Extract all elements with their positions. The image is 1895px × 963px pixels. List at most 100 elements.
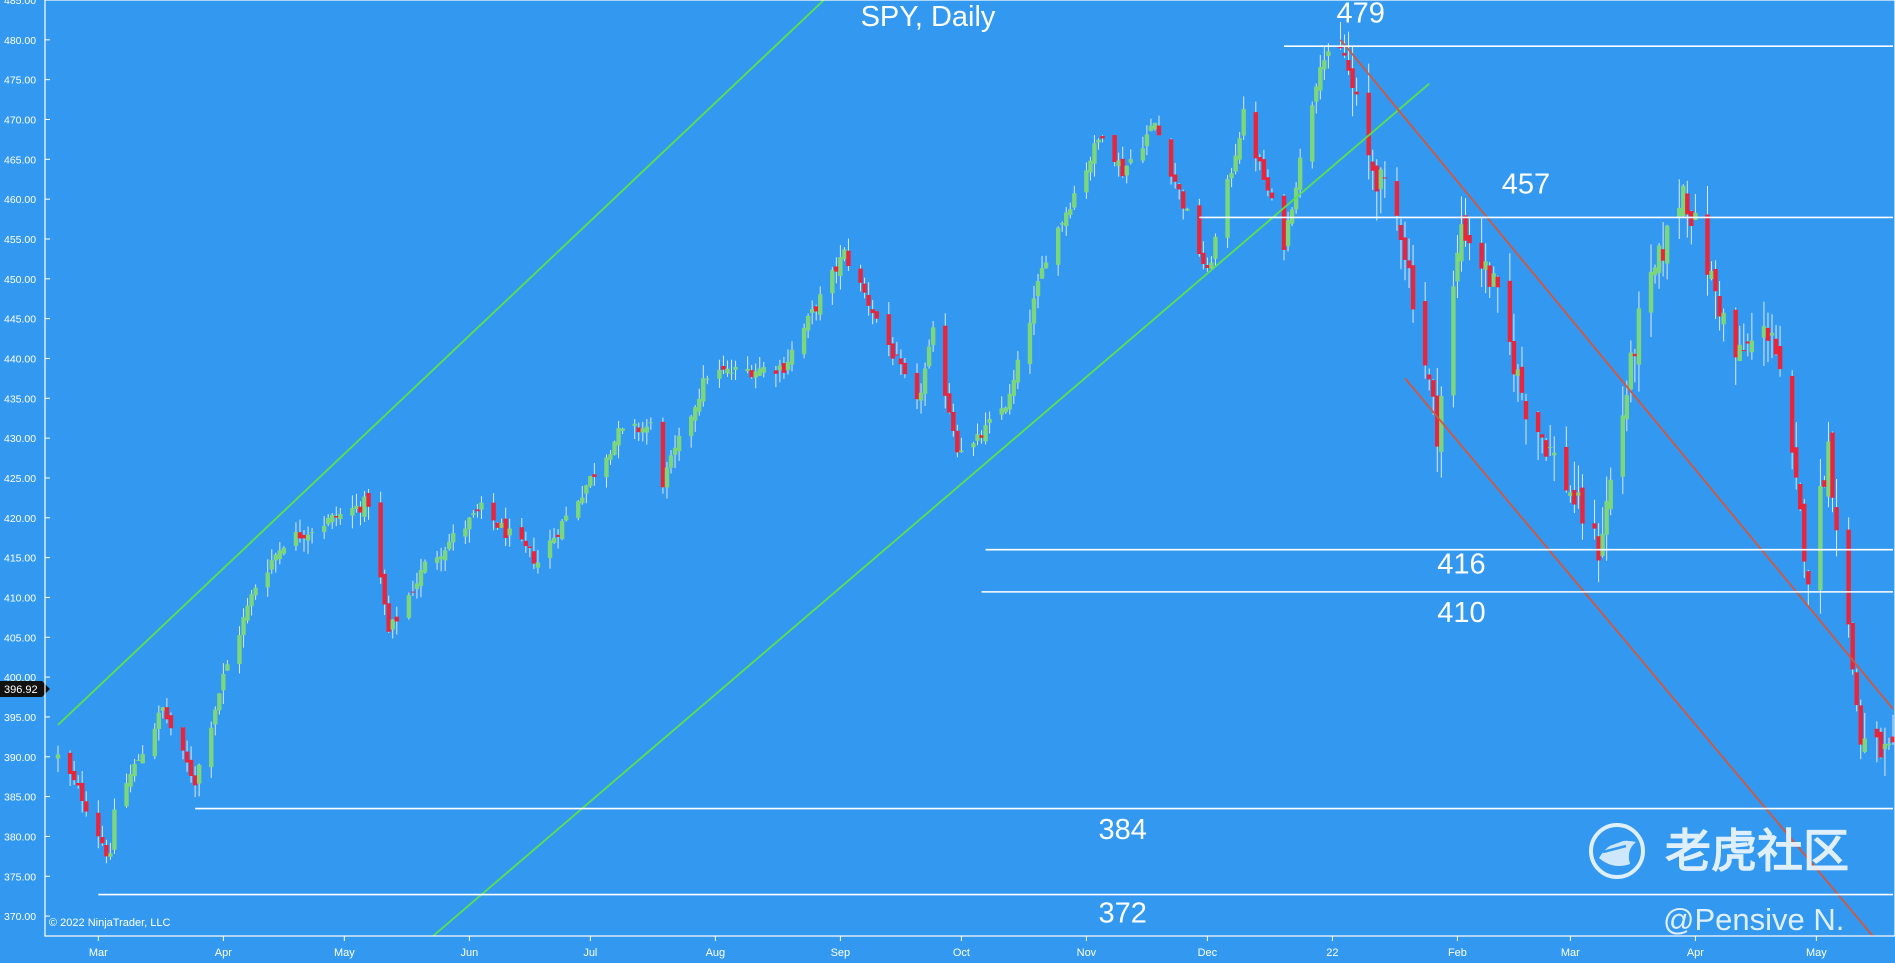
candle-body	[809, 309, 815, 313]
candle-body	[1459, 224, 1464, 262]
candle-body	[1322, 60, 1327, 70]
candle	[535, 549, 541, 574]
candle-body	[209, 727, 214, 768]
candle	[382, 569, 387, 616]
candle	[1289, 207, 1295, 227]
candle	[1632, 348, 1638, 383]
candle	[576, 499, 581, 521]
candle	[1749, 312, 1755, 360]
candle-body	[717, 369, 722, 379]
candle	[842, 247, 847, 262]
x-tick-label: Feb	[1448, 947, 1467, 959]
candle	[1834, 478, 1839, 557]
candle-body	[975, 434, 980, 441]
candle	[1890, 714, 1895, 745]
candle	[1459, 196, 1464, 272]
candle	[1410, 244, 1416, 323]
candle	[1237, 131, 1242, 164]
candle	[1439, 386, 1444, 478]
price-marker-flag	[0, 681, 50, 697]
candle-body	[1269, 192, 1275, 199]
y-tick-label: 465.00	[4, 154, 36, 166]
candle-body	[1318, 67, 1323, 91]
candle-body	[1455, 252, 1460, 282]
candle	[588, 475, 593, 489]
candle	[209, 721, 214, 779]
candle	[874, 310, 879, 323]
candle	[1406, 238, 1412, 289]
candle-body	[648, 422, 654, 424]
candle-body	[676, 435, 682, 452]
candle-body	[1185, 208, 1190, 211]
candle-body	[1600, 533, 1605, 557]
tiger-logo-icon	[1589, 823, 1645, 879]
candle-body	[1064, 212, 1069, 227]
candle	[184, 740, 190, 772]
candle-body	[1253, 112, 1258, 159]
candle-body	[1406, 260, 1412, 269]
candle-body	[334, 516, 339, 518]
candle-body	[1737, 344, 1742, 362]
candle-body	[721, 365, 726, 370]
candle	[1096, 138, 1101, 150]
candle-body	[156, 712, 162, 729]
candle	[1463, 198, 1468, 247]
candle-body	[71, 770, 77, 781]
candle	[321, 516, 327, 540]
candle-body	[1572, 490, 1577, 505]
candle	[418, 558, 424, 598]
y-tick-label: 435.00	[4, 393, 36, 405]
candle	[414, 572, 420, 599]
candle	[1874, 721, 1880, 763]
candle	[777, 359, 783, 383]
candle-body	[495, 522, 500, 528]
candle-body	[874, 311, 879, 319]
candle	[608, 449, 613, 465]
candle	[1043, 255, 1049, 269]
candle	[547, 529, 553, 569]
candle	[1572, 461, 1577, 514]
candle-body	[1709, 270, 1714, 280]
candle	[499, 518, 504, 528]
candle	[1709, 261, 1714, 281]
candle-body	[1314, 86, 1319, 102]
candle-body	[1112, 135, 1117, 163]
candle	[902, 358, 908, 379]
candle-body	[1604, 500, 1609, 535]
candle	[1794, 422, 1799, 490]
candle-body	[100, 836, 105, 844]
candle-body	[1124, 165, 1129, 176]
candle	[1495, 275, 1500, 313]
candle-body	[245, 605, 250, 621]
candle-body	[559, 521, 565, 540]
candle	[914, 363, 920, 410]
candle	[1717, 280, 1722, 331]
candle	[813, 304, 819, 321]
candle-body	[1523, 401, 1529, 420]
candle	[1741, 323, 1746, 352]
candle	[1116, 152, 1121, 177]
candle	[1523, 393, 1529, 445]
candle	[451, 524, 456, 551]
candle-body	[503, 518, 508, 539]
candle-body	[1802, 503, 1807, 562]
candle-body	[386, 603, 391, 632]
candle-body	[253, 587, 258, 596]
level-label-410: 410	[1437, 597, 1485, 629]
candle-body	[1092, 143, 1097, 164]
candle-body	[1435, 395, 1440, 447]
x-tick-label: Mar	[89, 947, 108, 959]
candle-body	[801, 327, 807, 355]
candle-body	[1011, 379, 1017, 396]
candle-body	[1467, 235, 1472, 244]
candle-body	[1745, 341, 1751, 344]
candle	[1681, 184, 1686, 219]
candle-body	[1205, 264, 1210, 268]
candle	[1007, 384, 1012, 415]
candle-body	[67, 752, 73, 774]
candle	[1394, 167, 1400, 231]
price-marker: 396.92	[0, 681, 50, 697]
candle	[281, 546, 287, 556]
candle	[717, 359, 722, 388]
candle	[1761, 301, 1767, 367]
